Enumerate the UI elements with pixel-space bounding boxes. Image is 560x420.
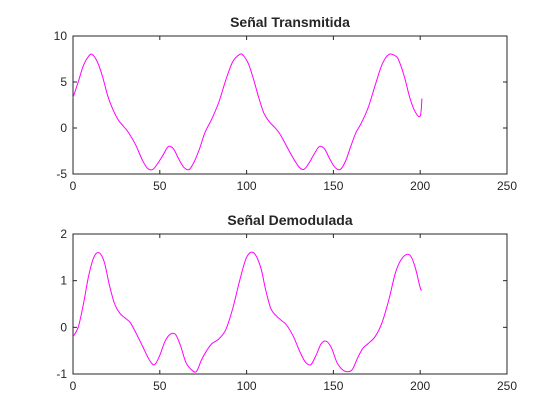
transmitted-signal-x-tick-label-3: 150 (323, 179, 343, 193)
demodulated-signal-y-tick-label-0: -1 (56, 367, 67, 381)
demodulated-signal-y-tick-label-3: 2 (60, 227, 67, 241)
transmitted-signal-x-tick-label-4: 200 (410, 179, 430, 193)
transmitted-signal-axes (72, 35, 508, 175)
transmitted-signal-x-tick-label-5: 250 (497, 179, 517, 193)
transmitted-signal-y-tick-label-1: 0 (60, 121, 67, 135)
transmitted-signal-title: Señal Transmitida (230, 14, 350, 30)
transmitted-signal-y-tick-label-0: -5 (56, 167, 67, 181)
transmitted-signal-line (72, 53, 423, 171)
demodulated-signal-x-tick-label-2: 100 (237, 379, 257, 393)
transmitted-signal-x-tick-label-2: 100 (237, 179, 257, 193)
demodulated-signal-x-tick-label-4: 200 (410, 379, 430, 393)
demodulated-signal-y-tick-label-2: 1 (60, 274, 67, 288)
demodulated-signal-x-tick-label-3: 150 (323, 379, 343, 393)
transmitted-signal-x-tick-label-1: 50 (153, 179, 167, 193)
demodulated-signal-line (72, 251, 423, 373)
demodulated-signal-x-tick-label-5: 250 (497, 379, 517, 393)
transmitted-signal-x-tick-label-0: 0 (70, 179, 77, 193)
demodulated-signal-x-tick-label-0: 0 (70, 379, 77, 393)
demodulated-signal-x-tick-label-1: 50 (153, 379, 167, 393)
transmitted-signal-y-tick-label-2: 5 (60, 75, 67, 89)
demodulated-signal-title: Señal Demodulada (227, 212, 352, 228)
transmitted-signal-y-tick-label-3: 10 (54, 29, 68, 43)
demodulated-signal-y-tick-label-1: 0 (60, 320, 67, 334)
demodulated-signal-axes (72, 233, 508, 375)
